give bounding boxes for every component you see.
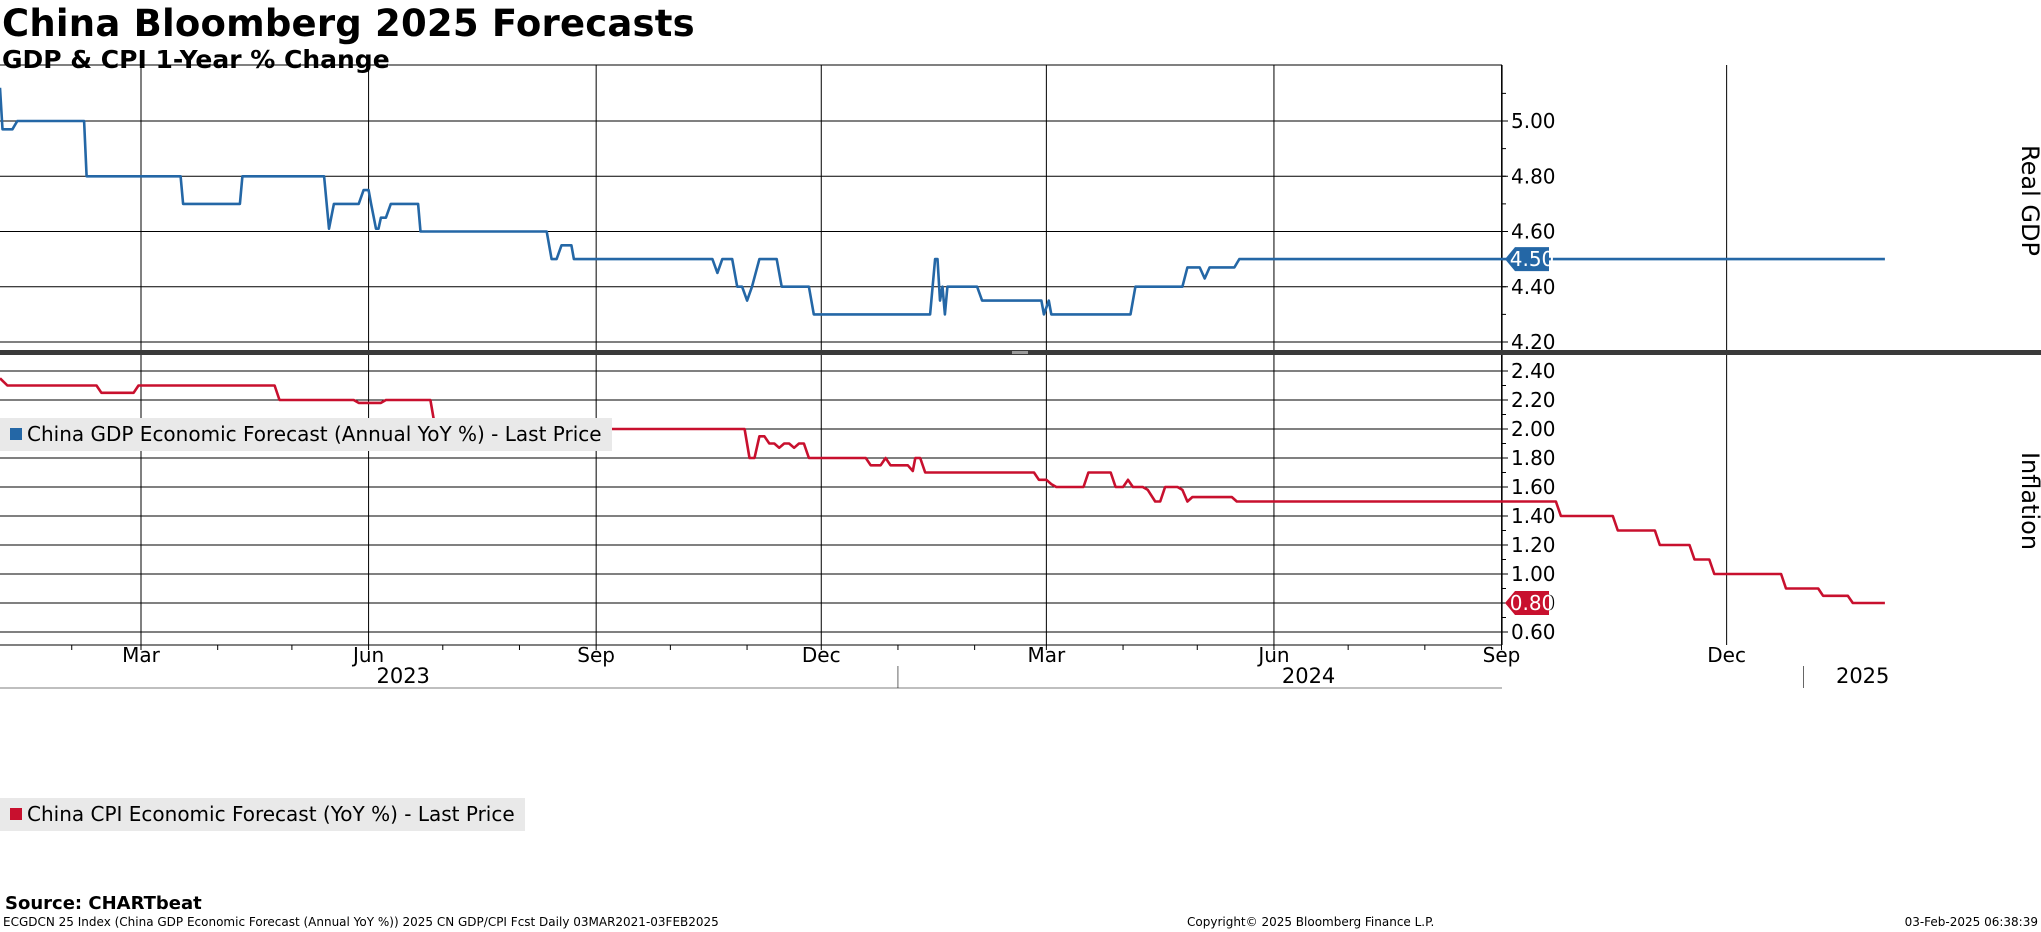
- y-tick-label: 5.00: [1511, 109, 1556, 133]
- x-year-label: 2024: [1282, 664, 1335, 688]
- footer-left: ECGDCN 25 Index (China GDP Economic Fore…: [3, 915, 719, 929]
- y-tick-label: 1.40: [1511, 504, 1556, 528]
- x-tick-label: Jun: [351, 643, 384, 667]
- gdp-series-line: [0, 87, 1885, 316]
- y-tick-label: 4.60: [1511, 220, 1556, 244]
- cpi-last-value-tag: [1505, 591, 1549, 615]
- x-year-label: 2025: [1836, 664, 1889, 688]
- y-tick-label: 4.40: [1511, 275, 1556, 299]
- x-tick-label: Dec: [1707, 643, 1746, 667]
- cpi-legend-label: China CPI Economic Forecast (YoY %) - La…: [27, 802, 515, 826]
- footer-copyright: Copyright© 2025 Bloomberg Finance L.P.: [1187, 915, 1435, 929]
- cpi-legend: China CPI Economic Forecast (YoY %) - La…: [0, 798, 525, 831]
- y-tick-label: 1.80: [1511, 446, 1556, 470]
- y-tick-label: 1.60: [1511, 475, 1556, 499]
- x-year-label: 2023: [376, 664, 429, 688]
- chart-subtitle: GDP & CPI 1-Year % Change: [2, 45, 390, 74]
- gdp-last-value-tag: [1505, 247, 1549, 272]
- panel-divider-handle: [1012, 351, 1028, 354]
- y-tick-label: 2.20: [1511, 388, 1556, 412]
- y-tick-label: 1.00: [1511, 562, 1556, 586]
- chart-title: China Bloomberg 2025 Forecasts: [2, 2, 695, 45]
- y-tick-label: 4.80: [1511, 164, 1556, 188]
- y-tick-label: 1.20: [1511, 533, 1556, 557]
- cpi-axis-title: Inflation: [2016, 452, 2041, 550]
- y-tick-label: 2.40: [1511, 359, 1556, 383]
- x-tick-label: Jun: [1256, 643, 1289, 667]
- cpi-legend-swatch: [10, 808, 22, 820]
- footer-timestamp: 03-Feb-2025 06:38:39: [1904, 915, 2038, 929]
- gdp-legend-label: China GDP Economic Forecast (Annual YoY …: [27, 422, 602, 446]
- cpi-series-line: [0, 377, 1885, 605]
- cpi-last-value-label: 0.80: [1510, 591, 1555, 615]
- y-tick-label: 0.60: [1511, 620, 1556, 644]
- gdp-last-value-label: 4.50: [1510, 247, 1555, 271]
- y-tick-label: 2.00: [1511, 417, 1556, 441]
- source-label: Source: CHARTbeat: [5, 893, 202, 914]
- gdp-legend: China GDP Economic Forecast (Annual YoY …: [0, 418, 612, 451]
- gdp-axis-title: Real GDP: [2016, 145, 2041, 256]
- gdp-legend-swatch: [10, 428, 22, 440]
